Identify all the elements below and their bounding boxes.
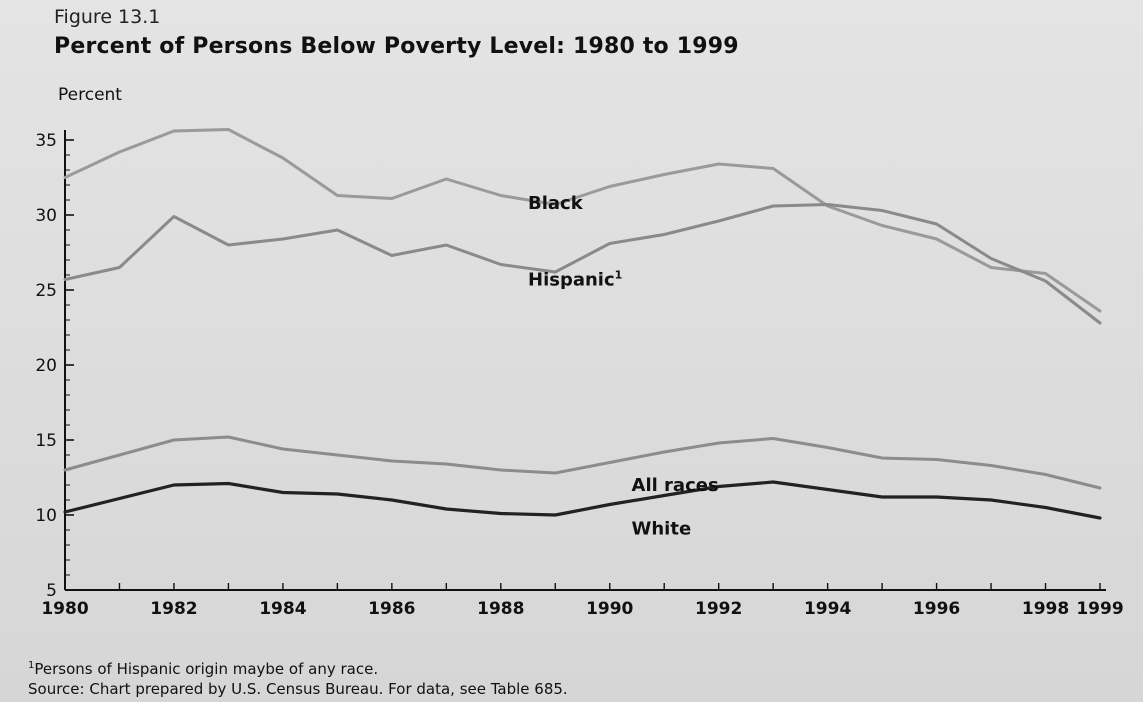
series-label-hispanic: Hispanic1 <box>528 269 622 291</box>
series-line-white <box>63 480 1102 520</box>
y-tick-label: 35 <box>35 131 57 151</box>
series-label-mark: 1 <box>615 269 623 282</box>
source-note: Source: Chart prepared by U.S. Census Bu… <box>28 680 568 698</box>
series-line-all-races <box>63 435 1102 490</box>
y-tick-label: 30 <box>35 206 57 226</box>
footnote-text: Persons of Hispanic origin maybe of any … <box>34 660 379 678</box>
series-label-black: Black <box>528 193 584 214</box>
x-tick-label: 1996 <box>913 599 960 619</box>
series-label-white: White <box>632 519 692 540</box>
chart-series-labels: Black Hispanic1 All races White <box>528 193 719 540</box>
figure-title: Percent of Persons Below Poverty Level: … <box>54 34 739 59</box>
y-tick-label: 25 <box>35 281 57 301</box>
x-tick-label: 1982 <box>150 599 197 619</box>
x-tick-label: 1994 <box>804 599 851 619</box>
footnote-mark: 1 <box>28 660 35 671</box>
x-tick-label: 1986 <box>368 599 415 619</box>
figure-label: Figure 13.1 <box>54 6 161 28</box>
x-tick-label: 1998 <box>1022 599 1069 619</box>
series-line-black <box>63 128 1102 313</box>
x-tick-label: 1988 <box>477 599 524 619</box>
x-tick-label: 1992 <box>695 599 742 619</box>
footnote: 1Persons of Hispanic origin maybe of any… <box>28 660 378 678</box>
series-line-hispanic <box>63 203 1102 325</box>
x-tick-label: 1984 <box>259 599 306 619</box>
series-label-all-races: All races <box>632 475 719 496</box>
y-tick-label: 15 <box>35 431 57 451</box>
x-tick-label: 1999 <box>1076 599 1123 619</box>
chart-series <box>63 128 1102 520</box>
y-tick-label: 5 <box>46 581 57 601</box>
y-tick-label: 20 <box>35 356 57 376</box>
x-tick-label: 1990 <box>586 599 633 619</box>
y-axis-label: Percent <box>58 85 122 105</box>
y-tick-label: 10 <box>35 506 57 526</box>
chart-axes: Percent 5 10 15 20 25 30 35 1980 1982 1984 1986 1988… <box>35 85 1123 619</box>
x-tick-label: 1980 <box>41 599 88 619</box>
